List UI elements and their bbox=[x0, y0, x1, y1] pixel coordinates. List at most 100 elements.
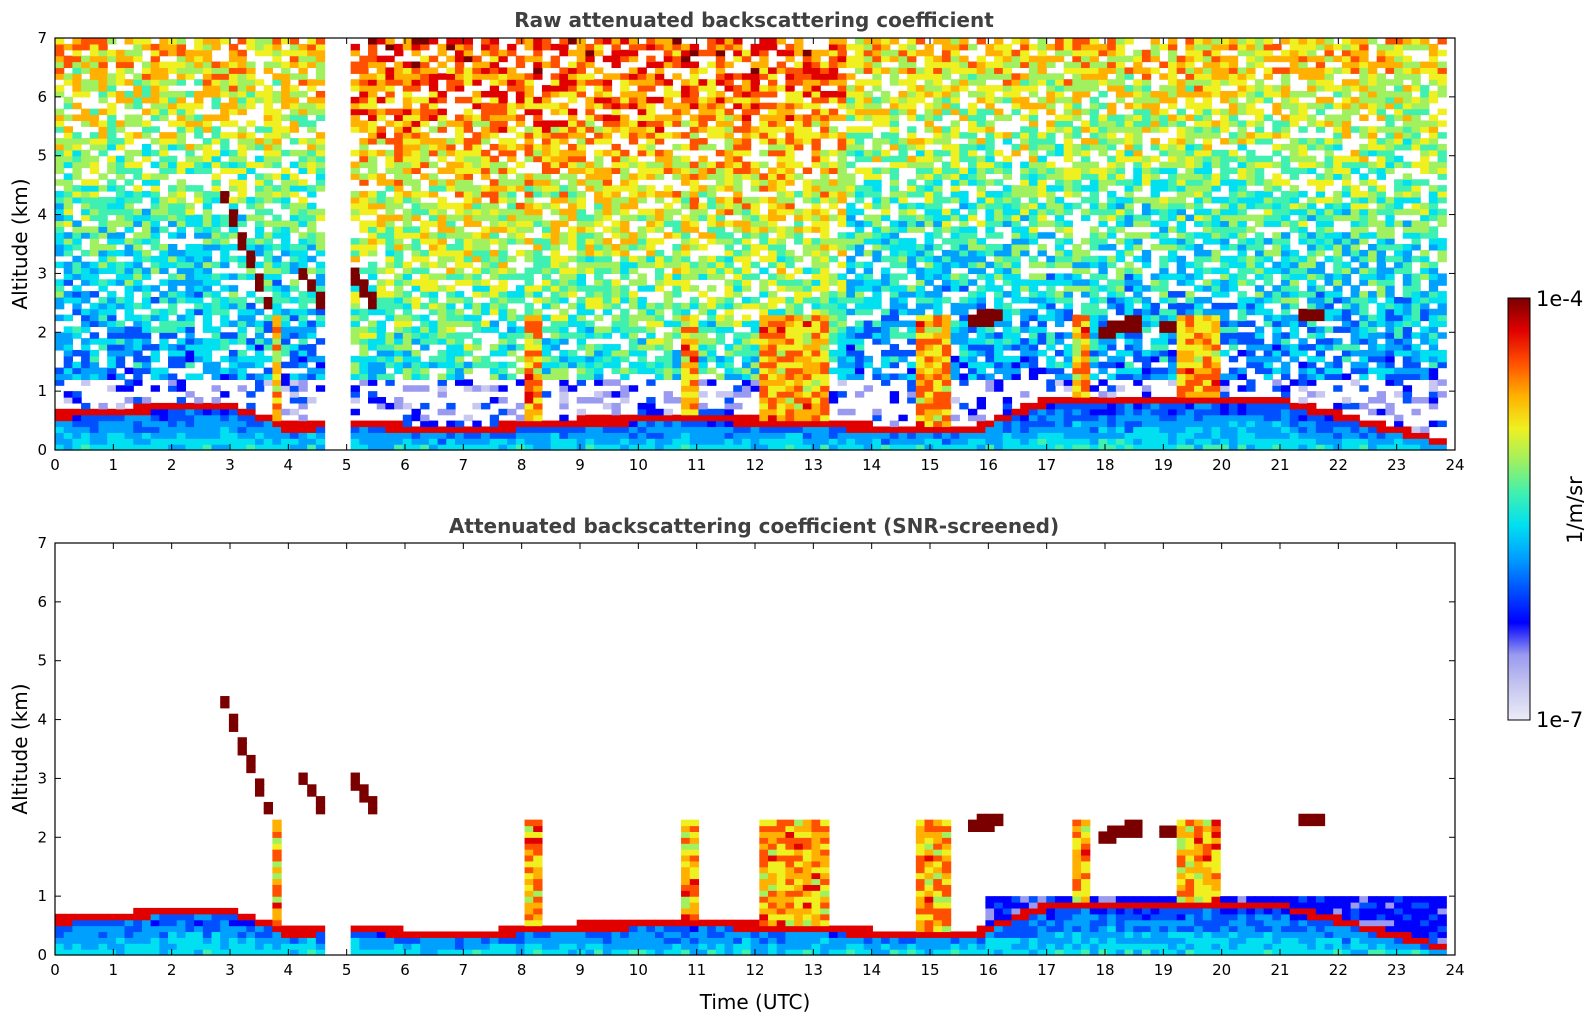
field-cell bbox=[576, 279, 587, 286]
field-cell bbox=[689, 67, 700, 74]
field-cell bbox=[133, 43, 143, 51]
field-cell bbox=[98, 344, 108, 351]
field-cell bbox=[759, 408, 769, 416]
field-cell bbox=[898, 138, 908, 145]
field-cell bbox=[63, 191, 73, 198]
field-cell bbox=[715, 38, 726, 45]
field-cell bbox=[481, 355, 491, 363]
field-cell bbox=[481, 114, 491, 121]
field-cell bbox=[315, 73, 326, 80]
field-cell bbox=[568, 255, 578, 263]
field-cell bbox=[820, 226, 830, 233]
field-cell bbox=[211, 308, 221, 316]
field-cell bbox=[159, 173, 169, 180]
field-cell bbox=[672, 249, 682, 257]
field-cell bbox=[663, 344, 673, 351]
field-cell bbox=[263, 249, 273, 257]
field-cell bbox=[298, 385, 308, 392]
field-cell bbox=[863, 67, 873, 74]
field-cell bbox=[550, 279, 560, 286]
field-cell bbox=[220, 402, 230, 410]
field-cell bbox=[672, 420, 682, 428]
field-cell bbox=[550, 426, 560, 433]
field-cell bbox=[602, 285, 613, 292]
field-cell bbox=[159, 444, 169, 451]
field-cell bbox=[828, 367, 839, 375]
field-cell bbox=[402, 220, 413, 227]
field-cell bbox=[594, 49, 604, 57]
field-cell bbox=[263, 191, 273, 198]
field-cell bbox=[611, 302, 621, 310]
field-cell bbox=[750, 43, 760, 51]
field-cell bbox=[141, 296, 152, 304]
field-cell bbox=[846, 408, 856, 416]
field-cell bbox=[98, 244, 108, 251]
field-cell bbox=[168, 444, 178, 451]
field-cell bbox=[489, 444, 500, 451]
field-cell bbox=[811, 302, 821, 310]
field-cell bbox=[402, 226, 413, 233]
field-cell bbox=[463, 249, 473, 257]
field-cell bbox=[176, 296, 187, 304]
field-cell bbox=[576, 220, 587, 227]
field-cell bbox=[124, 220, 134, 227]
field-cell bbox=[411, 438, 421, 445]
field-cell bbox=[176, 138, 187, 145]
field-cell bbox=[898, 155, 908, 163]
field-cell bbox=[611, 279, 621, 286]
field-cell bbox=[863, 238, 873, 245]
field-cell bbox=[237, 167, 247, 174]
field-cell bbox=[628, 255, 639, 263]
field-cell bbox=[289, 138, 300, 145]
field-cell bbox=[811, 438, 821, 445]
field-cell bbox=[289, 244, 300, 251]
field-cell bbox=[220, 414, 230, 422]
field-cell bbox=[263, 420, 273, 428]
field-cell bbox=[89, 143, 100, 151]
field-cell bbox=[611, 408, 621, 416]
field-cell bbox=[446, 244, 456, 251]
field-cell bbox=[176, 220, 187, 227]
field-cell bbox=[359, 244, 369, 251]
field-cell bbox=[107, 314, 117, 322]
field-cell bbox=[481, 208, 491, 216]
field-cell bbox=[298, 338, 308, 345]
field-cell bbox=[750, 202, 760, 210]
field-cell bbox=[602, 279, 613, 286]
field-cell bbox=[750, 67, 760, 74]
field-cell bbox=[394, 196, 404, 204]
field-cell bbox=[446, 420, 456, 428]
field-cell bbox=[202, 244, 213, 251]
field-cell bbox=[420, 108, 430, 116]
field-cell bbox=[246, 402, 256, 410]
field-cell bbox=[602, 79, 613, 86]
field-cell bbox=[107, 332, 117, 339]
field-cell bbox=[733, 208, 743, 216]
field-cell bbox=[620, 320, 630, 327]
field-cell bbox=[463, 220, 473, 227]
field-cell bbox=[602, 226, 613, 233]
field-cell bbox=[411, 161, 421, 169]
field-cell bbox=[828, 38, 839, 45]
field-cell bbox=[176, 249, 187, 257]
field-cell bbox=[115, 120, 126, 127]
field-cell bbox=[89, 43, 100, 51]
field-cell bbox=[576, 414, 587, 422]
field-cell bbox=[350, 302, 360, 310]
field-cell bbox=[368, 438, 378, 445]
field-cell bbox=[446, 438, 456, 445]
field-cell bbox=[768, 85, 778, 92]
field-cell bbox=[63, 432, 73, 439]
field-cell bbox=[107, 167, 117, 174]
field-cell bbox=[141, 361, 152, 369]
field-cell bbox=[194, 355, 204, 363]
field-cell bbox=[307, 126, 317, 133]
field-cell bbox=[733, 202, 743, 210]
field-cell bbox=[881, 202, 891, 210]
field-cell bbox=[646, 314, 656, 322]
field-cell bbox=[185, 438, 195, 445]
field-cell bbox=[533, 43, 543, 51]
field-cell bbox=[802, 296, 813, 304]
field-cell bbox=[550, 132, 560, 139]
field-cell bbox=[254, 185, 265, 192]
